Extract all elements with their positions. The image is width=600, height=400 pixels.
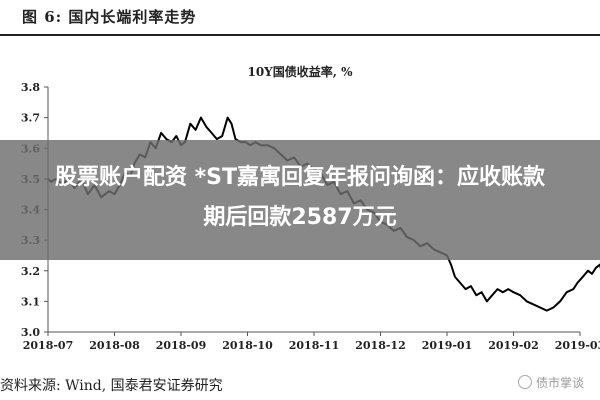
chart-title: 10Y国债收益率, % — [247, 64, 353, 79]
figure-header: 图 6: 国内长端利率走势 — [0, 0, 600, 36]
source-note: 资料来源: Wind, 国泰君安证券研究 — [0, 378, 223, 394]
x-tick-label: 2019-01 — [422, 339, 473, 352]
x-tick-label: 2019-03 — [555, 339, 600, 352]
overlay-line-2: 期后回款2587万元 — [203, 205, 397, 230]
y-tick-label: 3.2 — [21, 265, 40, 278]
y-tick-label: 3.0 — [21, 326, 40, 339]
y-tick-label: 3.7 — [21, 112, 40, 125]
x-tick-label: 2018-09 — [156, 339, 207, 352]
watermark-text: 债市掌谈 — [535, 376, 584, 390]
x-tick-label: 2018-11 — [289, 339, 340, 352]
figure-label: 图 6: 国内长端利率走势 — [22, 8, 197, 26]
watermark-icon — [517, 375, 532, 389]
watermark: 债市掌谈 — [517, 374, 584, 391]
header-rule — [0, 34, 600, 36]
x-tick-label: 2019-02 — [488, 339, 539, 352]
x-axis-ticks: 2018-07 2018-08 2018-09 2018-10 2018-11 2018-… — [23, 332, 600, 352]
y-tick-label: 3.1 — [21, 295, 40, 308]
y-tick-label: 3.8 — [21, 81, 40, 94]
news-overlay-banner[interactable]: 股票账户配资 *ST嘉寓回复年报问询函：应收账款 期后回款2587万元 — [0, 140, 600, 260]
overlay-headline[interactable]: 股票账户配资 *ST嘉寓回复年报问询函：应收账款 期后回款2587万元 — [0, 158, 600, 238]
overlay-line-1: 股票账户配资 *ST嘉寓回复年报问询函：应收账款 — [54, 165, 546, 190]
x-tick-label: 2018-12 — [355, 339, 406, 352]
x-tick-label: 2018-08 — [89, 339, 140, 352]
x-tick-label: 2018-10 — [222, 339, 273, 352]
x-tick-label: 2018-07 — [23, 339, 74, 352]
